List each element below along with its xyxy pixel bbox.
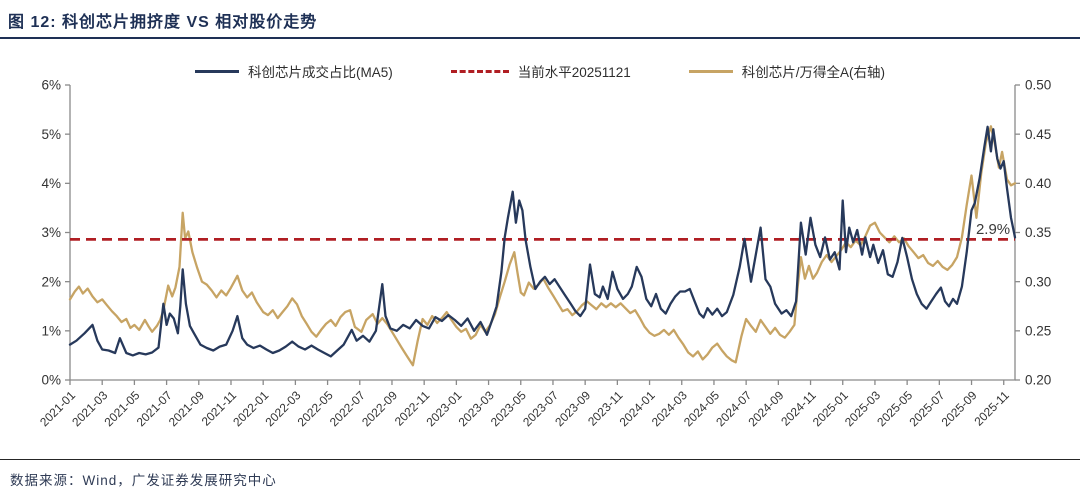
x-tick-label: 2023-09 [552, 388, 593, 429]
y-right-tick-label: 0.40 [1025, 176, 1051, 191]
source-divider [0, 459, 1080, 460]
legend-label: 科创芯片/万得全A(右轴) [741, 65, 886, 80]
figure-title: 图 12: 科创芯片拥挤度 VS 相对股价走势 [8, 14, 318, 31]
x-tick-label: 2025-09 [939, 388, 980, 429]
y-right-tick-label: 0.45 [1025, 127, 1051, 142]
current-level-annotation: 2.9% [976, 221, 1010, 238]
axis-frame [69, 85, 1016, 381]
legend-line-swatch [194, 69, 239, 73]
legend-dashed-line-swatch [450, 69, 509, 73]
legend-line-swatch [688, 69, 733, 73]
x-tick-label: 2021-09 [166, 388, 207, 429]
x-tick-label: 2022-09 [359, 388, 400, 429]
turnover-share-line [68, 125, 1017, 358]
y-left-tick-label: 6% [41, 78, 61, 93]
y-left-tick-label: 4% [41, 176, 61, 191]
legend-label: 科创芯片成交占比(MA5) [247, 65, 393, 80]
y-left-tick-label: 3% [41, 225, 61, 240]
legend-item-0: 科创芯片成交占比(MA5) [194, 61, 393, 81]
y-left-tick-label: 5% [41, 127, 61, 142]
crowding-vs-relative-price-chart: 0% 1% 2% 3% 4% 5% 6% 0.20 0.25 0.30 0.35 0.40 0.45 0.… [37, 78, 1051, 430]
x-tick-label: 2024-09 [745, 388, 786, 429]
y-left-tick-label: 1% [41, 324, 61, 339]
y-right-tick-label: 0.50 [1025, 78, 1051, 93]
y-right-tick-label: 0.35 [1025, 225, 1051, 240]
legend-item-1: 当前水平20251121 [450, 61, 631, 81]
legend-label: 当前水平20251121 [517, 65, 631, 80]
chart-legend: 科创芯片成交占比(MA5) 当前水平20251121 科创芯片/万得全A(右轴) [0, 61, 1080, 81]
legend-item-2: 科创芯片/万得全A(右轴) [688, 61, 886, 81]
y-right-tick-label: 0.25 [1025, 324, 1051, 339]
y-right-tick-label: 0.20 [1025, 373, 1051, 388]
y-right-tick-label: 0.30 [1025, 274, 1051, 289]
x-tick-label: 2025-11 [971, 388, 1012, 429]
y-left-tick-label: 0% [41, 373, 61, 388]
y-left-tick-label: 2% [41, 274, 61, 289]
title-divider [0, 37, 1080, 39]
data-source: 数据来源：Wind，广发证券发展研究中心 [10, 473, 277, 488]
